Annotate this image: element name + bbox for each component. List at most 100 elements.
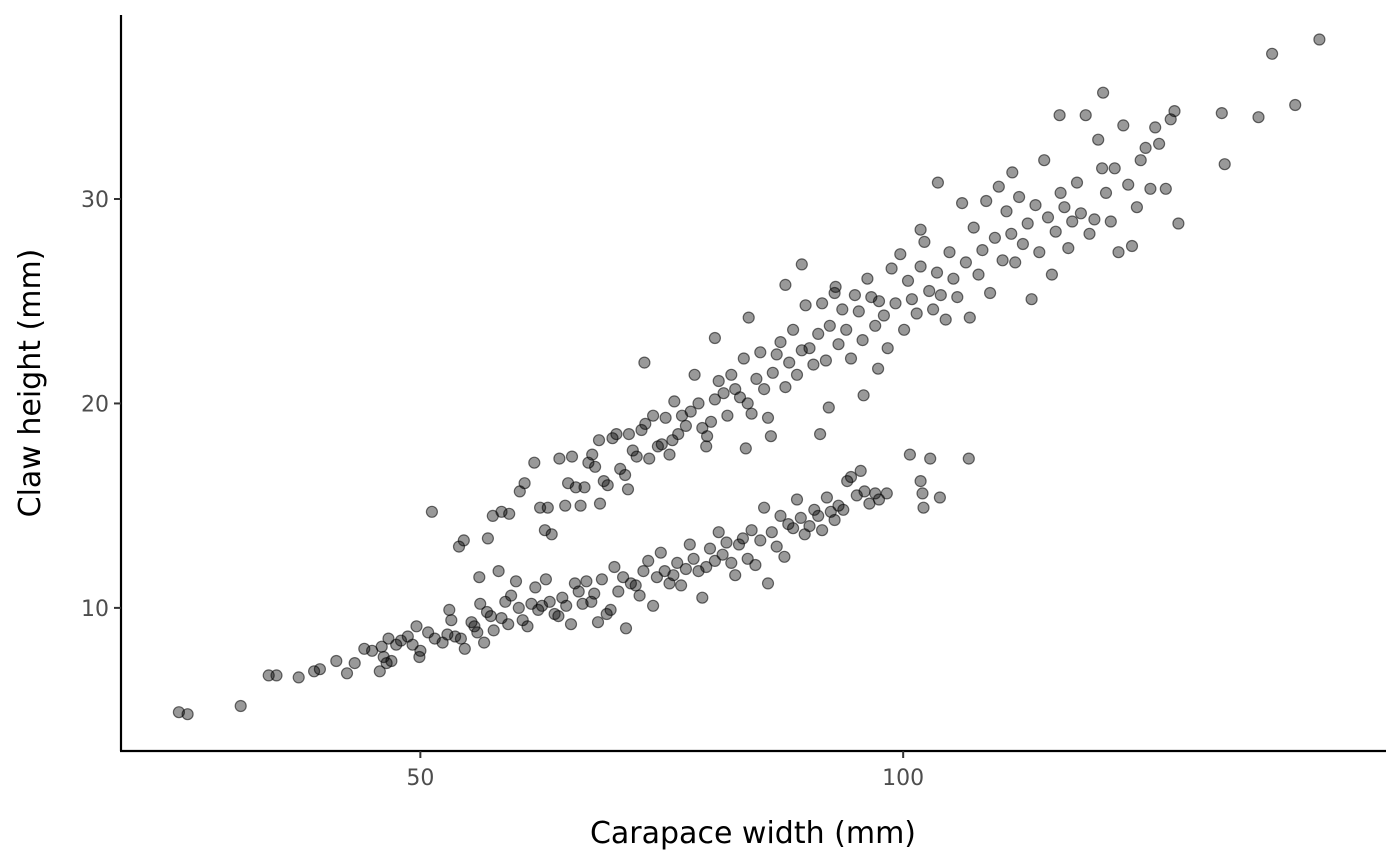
data-point (736, 532, 750, 545)
data-point (1218, 158, 1231, 171)
data-point (905, 293, 919, 306)
data-point (790, 493, 804, 506)
data-point (458, 642, 471, 655)
data-point (721, 409, 734, 422)
data-point (819, 354, 833, 367)
data-point (539, 573, 553, 586)
data-point (761, 577, 775, 590)
data-point (569, 481, 582, 494)
data-point (654, 546, 667, 559)
data-point (803, 519, 816, 533)
data-point (452, 540, 466, 553)
data-point (1152, 137, 1166, 150)
data-point (385, 654, 398, 668)
data-point (1016, 237, 1030, 251)
data-point (729, 569, 742, 582)
data-point (646, 599, 660, 612)
data-point (543, 595, 556, 608)
data-point (518, 477, 531, 490)
data-point (837, 503, 850, 516)
data-point (916, 487, 929, 500)
data-point (618, 468, 632, 482)
data-point (983, 286, 997, 300)
data-point (790, 368, 804, 381)
data-point (1053, 109, 1066, 122)
data-point (565, 450, 579, 463)
data-point (373, 665, 386, 678)
data-point (815, 297, 829, 310)
data-point (478, 636, 491, 649)
data-point (1083, 227, 1096, 240)
data-point (742, 311, 755, 324)
data-point (1130, 201, 1144, 214)
data-point (757, 501, 771, 514)
data-point (732, 538, 746, 551)
data-point (858, 485, 871, 498)
data-point (564, 618, 578, 631)
data-point (844, 352, 858, 365)
data-point (560, 599, 573, 612)
data-point (604, 603, 617, 617)
data-point (638, 356, 651, 369)
data-point (655, 438, 668, 451)
data-point (903, 448, 917, 461)
data-point (635, 423, 648, 437)
data-point (593, 497, 607, 510)
data-point (822, 401, 835, 414)
data-point (671, 556, 684, 570)
data-point (854, 464, 867, 477)
data-point (885, 262, 898, 275)
data-point (877, 309, 891, 322)
data-point (840, 323, 853, 336)
data-point (1099, 186, 1113, 199)
data-point (473, 571, 486, 584)
data-point (445, 614, 458, 627)
data-point (716, 548, 729, 561)
data-point (1149, 121, 1162, 134)
data-point (880, 487, 893, 500)
data-point (761, 411, 775, 424)
data-point (808, 503, 821, 516)
data-point (924, 452, 937, 465)
data-point (917, 501, 930, 514)
data-point (812, 327, 825, 340)
data-point (844, 470, 858, 484)
data-point (696, 591, 709, 604)
data-point (757, 383, 771, 396)
data-point (737, 352, 750, 365)
data-point (545, 528, 558, 541)
data-point (474, 597, 487, 610)
data-point (592, 434, 606, 447)
data-point (889, 297, 902, 310)
data-point (1122, 178, 1135, 191)
data-point (679, 419, 693, 432)
data-point (799, 299, 812, 312)
data-point (578, 481, 591, 494)
data-point (1108, 162, 1121, 175)
data-point (813, 428, 827, 441)
data-point (955, 197, 969, 210)
data-point (1252, 111, 1265, 124)
data-point (750, 372, 763, 385)
data-point (815, 524, 829, 537)
data-point (1054, 186, 1067, 199)
data-point (663, 448, 676, 461)
data-point (528, 456, 541, 469)
data-point (770, 348, 783, 361)
data-point (700, 440, 713, 453)
data-point (541, 501, 554, 514)
data-point (659, 411, 672, 424)
data-point (1038, 154, 1051, 167)
data-point (1159, 182, 1172, 195)
data-point (1070, 176, 1084, 189)
data-point (783, 356, 796, 369)
data-point (601, 479, 614, 492)
data-point (313, 663, 326, 676)
data-point (770, 540, 783, 553)
data-point (1074, 207, 1088, 220)
data-point (1041, 211, 1055, 224)
data-point (910, 307, 923, 320)
data-point (803, 342, 816, 355)
data-point (1033, 246, 1046, 259)
data-point (646, 409, 660, 422)
